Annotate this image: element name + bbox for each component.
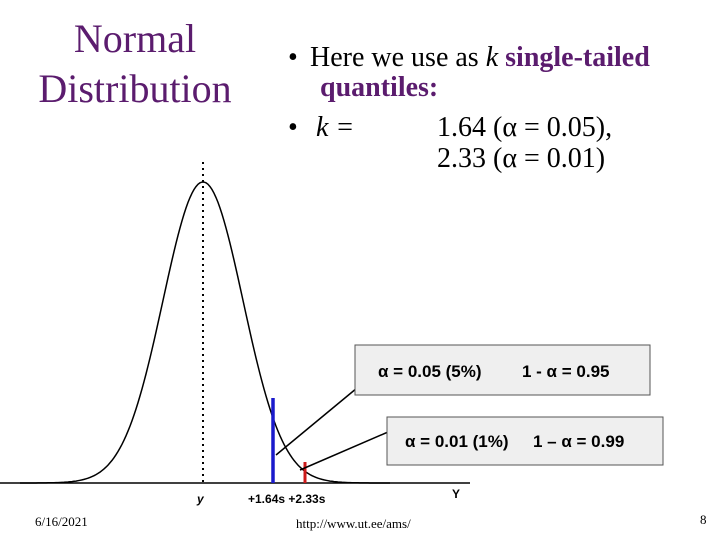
text: Here we use as (310, 42, 479, 73)
emphasis: single-tailed (505, 42, 650, 73)
bullet-text: Here we use as k single-tailed (310, 42, 650, 73)
callout-box (354, 344, 651, 396)
pointer (299, 431, 389, 471)
emphasis: quantiles: (320, 72, 438, 103)
title-line: Normal (74, 16, 196, 61)
bullet-marker: • (288, 42, 298, 73)
axis-label: y (196, 492, 205, 506)
box-text: α = 0.05 (5%) (378, 362, 482, 381)
callout-box (386, 416, 664, 466)
box-text: α = 0.01 (1%) (405, 432, 509, 451)
title-line: Distribution (38, 66, 231, 111)
axis-label: +1.64s +2.33s (248, 492, 326, 506)
bullet-marker: • (288, 112, 298, 143)
normal-curve (20, 181, 390, 484)
value-text: 1.64 (α = 0.05), (437, 112, 612, 143)
footer-url: http://www.ut.ee/ams/ (296, 516, 411, 531)
value-text: 2.33 (α = 0.01) (437, 143, 605, 174)
box-text: 1 – α = 0.99 (533, 432, 624, 451)
variable: k = (316, 112, 354, 143)
pointer (275, 387, 358, 456)
footer-date: 6/16/2021 (35, 514, 88, 529)
box-text: 1 - α = 0.95 (522, 362, 609, 381)
axis-label: Y (452, 487, 460, 501)
variable: k (486, 42, 499, 73)
page-number: 8 (700, 512, 707, 527)
